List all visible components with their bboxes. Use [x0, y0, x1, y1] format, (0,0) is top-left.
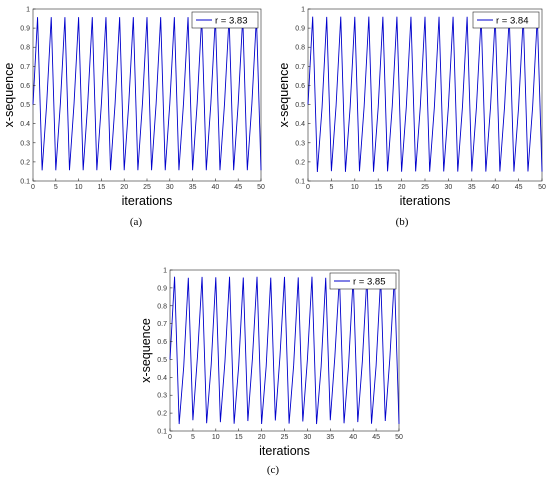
- x-tick-label: 35: [326, 434, 334, 441]
- x-tick-label: 10: [212, 434, 220, 441]
- y-tick-label: 0.4: [20, 121, 30, 128]
- x-tick-label: 35: [189, 184, 197, 191]
- y-tick-label: 0.3: [157, 393, 167, 400]
- caption-c: (c): [266, 464, 280, 476]
- x-tick-label: 50: [395, 434, 403, 441]
- y-axis-label: x-sequence: [2, 63, 16, 128]
- y-tick-label: 0.1: [295, 179, 305, 186]
- y-tick-label: 0.7: [157, 321, 167, 328]
- y-tick-label: 0.6: [295, 83, 305, 90]
- x-tick-label: 45: [234, 184, 242, 191]
- y-tick-label: 0.7: [20, 64, 30, 71]
- x-tick-label: 15: [98, 184, 106, 191]
- x-tick-label: 25: [281, 434, 289, 441]
- y-tick-label: 0.2: [20, 159, 30, 166]
- y-tick-label: 0.8: [295, 45, 305, 52]
- x-tick-label: 50: [538, 184, 546, 191]
- legend-box: [472, 11, 540, 29]
- caption-b: (b): [395, 216, 409, 228]
- x-tick-label: 35: [468, 184, 476, 191]
- chart-b: 0 5 10 15 20 25 30 35 40 45 50 0.1 0.2 0.3 0.4 0.5 0.6 0.…: [277, 7, 546, 209]
- y-tick-label: 1: [301, 7, 305, 14]
- x-tick-label: 5: [54, 184, 58, 191]
- x-tick-label: 45: [515, 184, 523, 191]
- series-line: [32, 17, 262, 171]
- y-tick-label: 0.3: [20, 140, 30, 147]
- x-tick-label: 25: [421, 184, 429, 191]
- legend-label: r = 3.85: [353, 277, 385, 288]
- caption-a: (a): [129, 216, 143, 228]
- y-tick-label: 0.2: [295, 159, 305, 166]
- y-tick-label: 0.8: [157, 303, 167, 310]
- y-tick-label: 1: [26, 7, 30, 14]
- series-line: [169, 276, 400, 425]
- y-tick-label: 0.9: [20, 26, 30, 33]
- y-tick-label: 0.4: [157, 375, 167, 382]
- y-tick-label: 0.2: [157, 411, 167, 418]
- x-tick-label: 15: [374, 184, 382, 191]
- y-tick-label: 0.6: [157, 339, 167, 346]
- chart-panel-c: 0 5 10 15 20 25 30 35 40 45 50 0.1 0.2 0.3 0.4 0.5 0.6 0.…: [137, 244, 412, 488]
- y-tick-label: 0.6: [20, 83, 30, 90]
- y-tick-label: 0.8: [20, 45, 30, 52]
- x-axis-label: iterations: [259, 444, 310, 458]
- legend-box: [191, 11, 259, 29]
- x-tick-label: 40: [212, 184, 220, 191]
- y-tick-label: 0.5: [20, 102, 30, 109]
- y-tick-label: 0.9: [157, 285, 167, 292]
- x-tick-label: 0: [168, 434, 172, 441]
- x-tick-label: 50: [257, 184, 265, 191]
- y-tick-label: 0.1: [20, 179, 30, 186]
- x-tick-label: 45: [372, 434, 380, 441]
- y-tick-label: 0.1: [157, 429, 167, 436]
- x-tick-label: 10: [75, 184, 83, 191]
- x-tick-label: 30: [304, 434, 312, 441]
- x-tick-label: 40: [491, 184, 499, 191]
- x-tick-label: 0: [31, 184, 35, 191]
- x-tick-label: 5: [191, 434, 195, 441]
- x-tick-label: 40: [349, 434, 357, 441]
- y-tick-label: 0.9: [295, 26, 305, 33]
- y-tick-label: 0.5: [295, 102, 305, 109]
- x-tick-label: 25: [143, 184, 151, 191]
- y-tick-label: 0.7: [295, 64, 305, 71]
- x-tick-label: 10: [351, 184, 359, 191]
- x-tick-label: 20: [398, 184, 406, 191]
- y-tick-label: 0.3: [295, 140, 305, 147]
- x-tick-label: 30: [166, 184, 174, 191]
- x-axis-label: iterations: [122, 194, 173, 208]
- y-tick-label: 1: [163, 268, 167, 275]
- y-axis-label: x-sequence: [139, 318, 153, 383]
- legend-label: r = 3.84: [496, 16, 528, 27]
- chart-panel-a: 0 5 10 15 20 25 30 35 40 45 50 0.1 0.2 0.3 0.4 0.5 0.6 0.…: [0, 0, 275, 244]
- chart-a: 0 5 10 15 20 25 30 35 40 45 50 0.1 0.2 0.3 0.4 0.5 0.6 0.…: [2, 7, 265, 209]
- chart-panel-b: 0 5 10 15 20 25 30 35 40 45 50 0.1 0.2 0.3 0.4 0.5 0.6 0.…: [275, 0, 550, 244]
- chart-c: 0 5 10 15 20 25 30 35 40 45 50 0.1 0.2 0.3 0.4 0.5 0.6 0.…: [139, 268, 403, 459]
- y-axis-label: x-sequence: [277, 63, 291, 128]
- x-tick-label: 30: [445, 184, 453, 191]
- y-tick-label: 0.4: [295, 121, 305, 128]
- x-tick-label: 20: [258, 434, 266, 441]
- legend-label: r = 3.83: [215, 16, 247, 27]
- x-tick-label: 15: [235, 434, 243, 441]
- x-tick-label: 5: [329, 184, 333, 191]
- series-line: [307, 16, 543, 172]
- x-tick-label: 20: [120, 184, 128, 191]
- y-tick-label: 0.5: [157, 357, 167, 364]
- legend-box: [329, 272, 397, 290]
- x-axis-label: iterations: [400, 194, 451, 208]
- x-tick-label: 0: [306, 184, 310, 191]
